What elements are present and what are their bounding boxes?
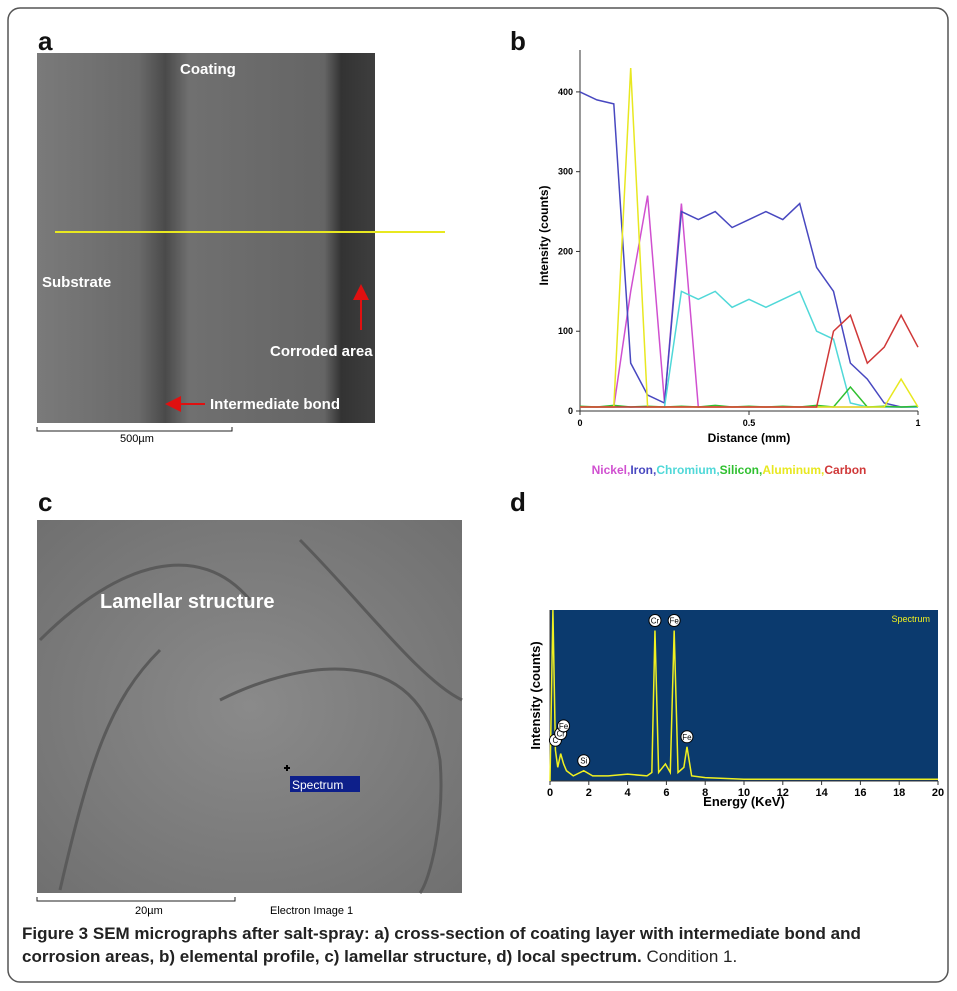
x-axis-label: Distance (mm)	[708, 431, 791, 445]
legend-entry: Carbon	[824, 463, 866, 477]
annotation: Corroded area	[270, 343, 373, 360]
legend-entry: Spectrum	[891, 614, 930, 624]
annotation: Spectrum	[292, 778, 343, 792]
frame	[7, 7, 949, 983]
x-tick-label: 16	[854, 787, 866, 799]
marker	[284, 765, 290, 771]
data-line	[580, 195, 918, 408]
caption: Figure 3 SEM micrographs after salt-spra…	[22, 922, 937, 968]
panel-label: d	[510, 487, 526, 517]
peak-marker	[667, 614, 681, 628]
scale-bar	[36, 427, 233, 432]
caption-bold: SEM micrographs after salt-spray: a) cro…	[22, 924, 861, 966]
panel-label: c	[38, 487, 52, 517]
annotation: Bakelite	[395, 105, 453, 122]
legend-entry: Chromium	[656, 463, 716, 477]
panel-label: b	[510, 26, 526, 56]
annotation: Lamellar structure	[100, 591, 275, 613]
caption-label: Figure 3	[22, 924, 89, 943]
annotation: Intermediate bond	[210, 396, 340, 413]
data-line	[580, 290, 918, 408]
legend-separator: ,	[627, 463, 630, 477]
legend-separator: ,	[716, 463, 719, 477]
x-tick-label: 20	[932, 787, 944, 799]
y-tick-label: 400	[558, 87, 573, 97]
x-tick-label: 0	[577, 418, 582, 428]
peak-marker	[680, 730, 694, 744]
x-tick-label: 4	[625, 787, 632, 799]
legend-entry: Nickel	[592, 463, 627, 477]
annotation: Substrate	[42, 274, 111, 291]
legend-separator: ,	[759, 463, 762, 477]
y-tick-label: 300	[558, 167, 573, 177]
x-tick-label: 14	[815, 787, 828, 799]
micrograph	[37, 520, 462, 893]
scale-label: 20µm	[135, 905, 163, 917]
plot-background	[550, 610, 938, 781]
x-tick-label: 0.5	[743, 418, 756, 428]
y-axis-label: Intensity (counts)	[528, 641, 543, 749]
data-line	[580, 313, 919, 408]
peak-label: Cr	[651, 617, 660, 626]
x-tick-label: 8	[702, 787, 708, 799]
peak-label: Fe	[682, 733, 692, 742]
legend-entry: Iron	[630, 463, 653, 477]
peak-marker	[648, 614, 662, 628]
annotation: Coating	[180, 61, 236, 78]
y-tick-label: 200	[558, 246, 573, 256]
caption-rest: Condition 1.	[646, 947, 738, 966]
x-tick-label: 0	[547, 787, 553, 799]
scale-label: 500µm	[120, 433, 154, 445]
x-tick-label: 12	[777, 787, 789, 799]
data-line	[579, 91, 918, 408]
scale-bar	[36, 897, 236, 902]
spectrum-box	[290, 776, 360, 792]
x-tick-label: 10	[738, 787, 750, 799]
data-line	[579, 385, 919, 408]
peak-label: Fe	[559, 722, 569, 731]
peak-marker	[577, 754, 591, 768]
y-tick-label: 100	[558, 326, 573, 336]
data-line	[549, 609, 938, 782]
peak-label: Fe	[669, 617, 679, 626]
x-tick-label: 2	[586, 787, 592, 799]
texture	[38, 538, 463, 894]
legend-separator: ,	[821, 463, 824, 477]
y-tick-label: 0	[568, 406, 573, 416]
x-axis-label: Energy (KeV)	[703, 794, 785, 809]
legend-entry: Silicon	[720, 463, 759, 477]
x-tick-label: 18	[893, 787, 905, 799]
peak-label: C	[553, 736, 559, 745]
peak-label: Cr	[556, 730, 565, 739]
image-caption: Electron Image 1	[270, 905, 353, 917]
x-tick-label: 1	[915, 418, 920, 428]
legend-entry: Aluminum	[762, 463, 821, 477]
y-axis-label: Intensity (counts)	[537, 185, 551, 285]
peak-marker	[557, 719, 571, 733]
peak-label: Si	[580, 757, 587, 766]
x-tick-label: 6	[663, 787, 669, 799]
panel-label: a	[38, 26, 53, 56]
legend-separator: ,	[653, 463, 656, 477]
micrograph	[37, 53, 375, 423]
